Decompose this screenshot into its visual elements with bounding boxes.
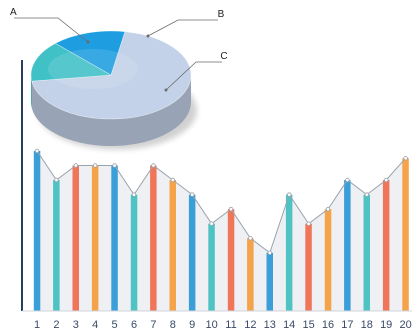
trend-area — [37, 150, 406, 311]
trend-point-8 — [170, 177, 175, 183]
bar-1 — [33, 150, 41, 311]
bar-6 — [130, 194, 138, 311]
bar-10 — [208, 223, 215, 311]
bar-3 — [72, 165, 79, 311]
x-tick-label-1: 1 — [34, 319, 40, 330]
trend-line — [36, 150, 406, 254]
x-tick-label-2: 2 — [53, 319, 59, 330]
trend-point-18 — [364, 192, 369, 197]
pie-side-A — [31, 75, 192, 147]
trend-point-3 — [73, 163, 78, 168]
trend-point-7 — [151, 163, 156, 168]
trend-point-20 — [403, 155, 408, 161]
pie-highlight — [48, 49, 138, 89]
bar-13 — [266, 252, 273, 311]
trend-point-17 — [345, 177, 350, 183]
x-tick-label-20: 20 — [399, 319, 411, 330]
x-tick-label-6: 6 — [131, 319, 137, 330]
bar-14 — [285, 194, 293, 311]
pie-slice-A — [31, 31, 192, 120]
callout-dot-A — [86, 40, 90, 44]
pie-slice-C — [54, 30, 126, 76]
trend-point-11 — [228, 206, 234, 212]
bar-2 — [53, 180, 60, 311]
callout-line-C — [165, 61, 222, 91]
bar-18 — [363, 194, 370, 311]
trend-point-4 — [92, 163, 98, 168]
x-tick-label-9: 9 — [189, 319, 195, 330]
bar-11 — [227, 209, 235, 311]
pie-label-B: B — [218, 9, 225, 20]
x-tick-label-15: 15 — [302, 319, 314, 330]
trend-point-19 — [384, 177, 389, 183]
x-tick-label-3: 3 — [73, 319, 79, 330]
x-tick-label-10: 10 — [205, 319, 217, 330]
x-tick-label-17: 17 — [341, 319, 353, 330]
trend-point-15 — [306, 221, 311, 226]
callout-line-B — [147, 19, 218, 37]
x-tick-label-4: 4 — [92, 319, 98, 330]
trend-point-13 — [267, 250, 272, 255]
trend-point-10 — [209, 221, 214, 226]
pie-label-A: A — [10, 7, 17, 18]
x-tick-label-13: 13 — [264, 319, 276, 330]
x-tick-label-8: 8 — [170, 319, 176, 330]
bar-7 — [150, 165, 157, 311]
bar-12 — [247, 238, 254, 311]
callout-dot-C — [164, 88, 168, 92]
trend-point-12 — [248, 235, 253, 241]
trend-point-1 — [34, 148, 40, 154]
bar-15 — [305, 223, 312, 311]
x-tick-label-19: 19 — [380, 319, 392, 330]
bar-4 — [91, 165, 99, 311]
bar-9 — [188, 194, 196, 311]
trend-point-16 — [325, 206, 331, 212]
x-tick-label-5: 5 — [112, 319, 118, 330]
callout-dot-B — [146, 34, 150, 38]
trend-point-14 — [287, 192, 292, 197]
trend-point-9 — [189, 192, 195, 197]
trend-point-5 — [112, 163, 117, 168]
trend-point-2 — [54, 177, 59, 183]
bar-20 — [402, 158, 409, 311]
x-tick-label-7: 7 — [150, 319, 156, 330]
trend-point-6 — [131, 192, 137, 197]
bar-19 — [382, 180, 390, 311]
pie-label-C: C — [220, 51, 227, 62]
bar-17 — [344, 180, 351, 311]
x-tick-label-14: 14 — [283, 319, 295, 330]
callout-line-A — [14, 17, 89, 43]
x-tick-label-18: 18 — [361, 319, 373, 330]
x-tick-label-11: 11 — [225, 319, 236, 330]
bar-8 — [169, 180, 176, 311]
pie-side-B — [31, 75, 32, 109]
x-tick-label-16: 16 — [322, 319, 334, 330]
x-tick-label-12: 12 — [244, 319, 256, 330]
bar-5 — [111, 165, 118, 311]
pie-slice-B — [30, 43, 112, 82]
bar-16 — [324, 209, 332, 311]
